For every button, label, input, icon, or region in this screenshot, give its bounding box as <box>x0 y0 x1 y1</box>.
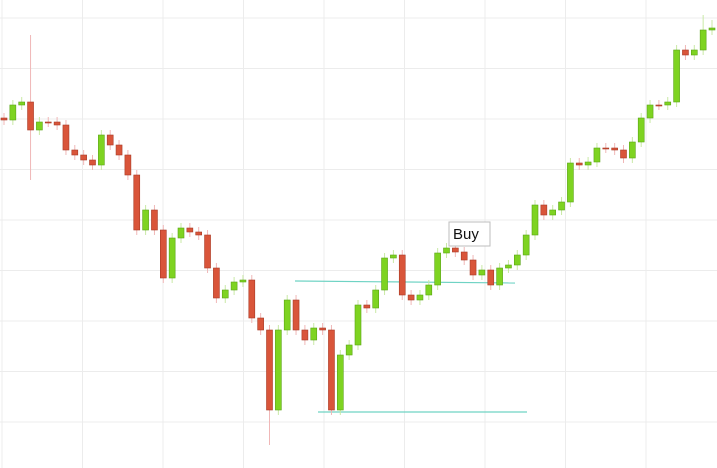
candle-body <box>319 327 326 331</box>
candle-body <box>283 299 291 331</box>
candle-body <box>602 147 610 150</box>
candle-body <box>213 267 220 299</box>
candle-body <box>549 209 557 216</box>
candle-body <box>275 329 282 411</box>
candle-body <box>655 104 663 107</box>
candle-body <box>487 269 495 286</box>
candle-body <box>160 229 167 279</box>
candle-body <box>89 159 96 166</box>
candle-body <box>381 257 388 291</box>
candle-body <box>36 121 43 131</box>
candle-body <box>310 327 318 341</box>
candle-body <box>98 134 105 166</box>
candle-body <box>18 101 26 106</box>
candle-body <box>336 354 344 411</box>
candle-body <box>177 227 185 239</box>
candle-body <box>522 234 530 256</box>
candle-body <box>593 147 601 163</box>
annotation: Buy <box>453 226 479 243</box>
candle-body <box>106 134 114 146</box>
candle-body <box>124 154 132 176</box>
candle-body <box>239 279 247 283</box>
candle-body <box>452 247 459 253</box>
candle-body <box>221 289 229 299</box>
candle-body <box>460 251 468 261</box>
candle-body <box>478 269 486 276</box>
candle-body <box>690 49 698 56</box>
candle-body <box>637 117 645 143</box>
candle-body <box>513 254 521 266</box>
candle-body <box>230 281 238 291</box>
candle-body <box>151 209 158 231</box>
candle-body <box>611 147 618 151</box>
candle-body <box>62 124 70 151</box>
candle-body <box>708 27 716 31</box>
candle-body <box>345 344 353 356</box>
candle-body <box>168 237 176 279</box>
candle-body <box>398 254 406 296</box>
candle-body <box>363 304 371 309</box>
candle-body <box>115 144 123 156</box>
candle-body <box>682 49 689 56</box>
candle-body <box>292 299 300 331</box>
candle-body <box>407 294 415 301</box>
candle-body <box>434 252 441 286</box>
candle-body <box>53 121 61 126</box>
candle-body <box>266 329 273 411</box>
candle-body <box>567 162 574 203</box>
candle-body <box>540 204 548 216</box>
candle-body <box>469 259 477 276</box>
candle-body <box>584 161 592 166</box>
candle-body <box>673 49 680 103</box>
candle-body <box>27 101 34 131</box>
candle-body <box>71 149 79 156</box>
candle-body <box>133 174 141 231</box>
candle-body <box>248 279 256 319</box>
candle-body <box>505 264 512 269</box>
candle-body <box>664 101 672 106</box>
candle-body <box>328 329 335 411</box>
annotation-box <box>448 221 491 247</box>
candle-body <box>575 162 583 166</box>
candle-body <box>629 141 636 159</box>
candle-body <box>186 227 194 233</box>
candle-body <box>142 209 149 231</box>
candle-body <box>531 204 539 236</box>
candle-body <box>354 304 362 346</box>
candle-body <box>425 284 433 296</box>
candle-body <box>204 234 211 269</box>
candle-body <box>0 117 8 121</box>
candle-body <box>390 254 397 259</box>
candle-body <box>9 104 17 121</box>
candle-body <box>195 231 202 236</box>
candle-body <box>443 247 450 254</box>
candle-body <box>620 149 627 159</box>
candle-body <box>699 29 707 51</box>
candle-body <box>372 289 380 309</box>
candle-body <box>496 267 503 286</box>
candle-body <box>301 329 309 341</box>
candle-body <box>558 201 565 211</box>
candle-body <box>646 104 654 119</box>
candle-body <box>44 121 52 124</box>
candle-body <box>80 154 87 161</box>
candles <box>0 15 716 445</box>
candle-body <box>257 317 264 331</box>
candle-body <box>416 294 424 301</box>
